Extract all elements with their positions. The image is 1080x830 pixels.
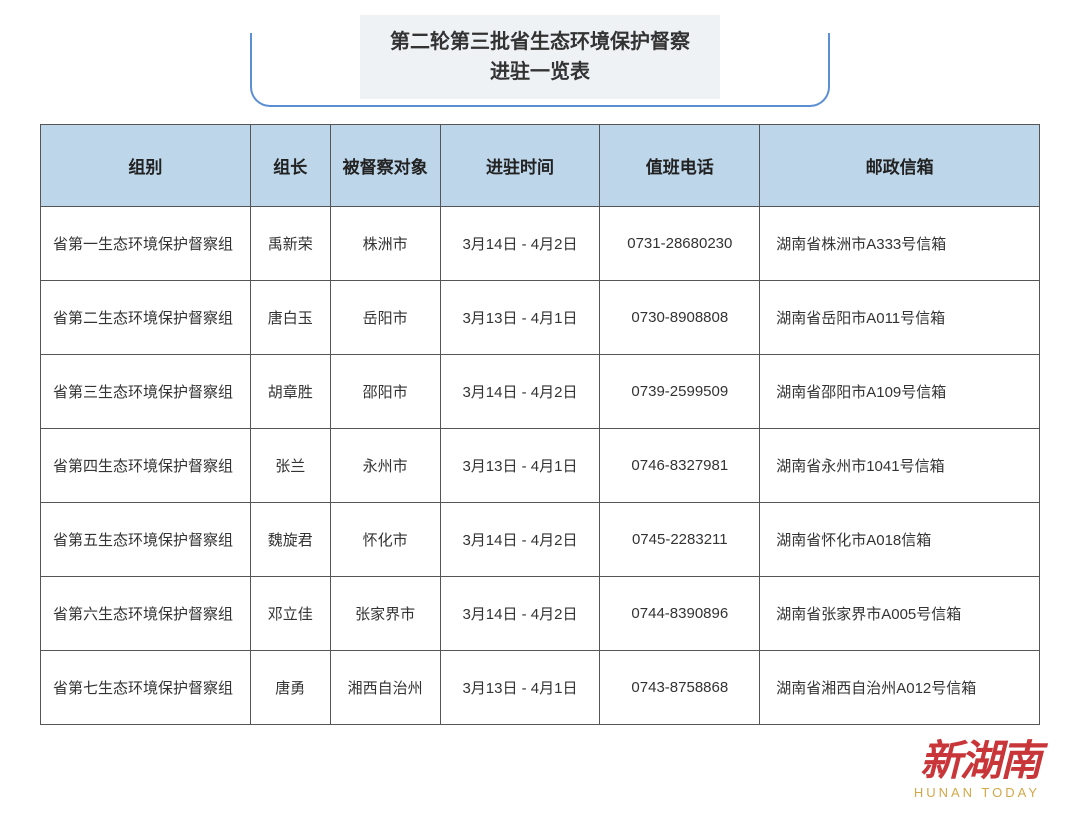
cell-phone: 0745-2283211 bbox=[600, 503, 760, 577]
cell-group: 省第五生态环境保护督察组 bbox=[41, 503, 251, 577]
table-row: 省第三生态环境保护督察组 胡章胜 邵阳市 3月14日 - 4月2日 0739-2… bbox=[41, 355, 1040, 429]
cell-phone: 0730-8908808 bbox=[600, 281, 760, 355]
col-header-group: 组别 bbox=[41, 125, 251, 207]
col-header-mailbox: 邮政信箱 bbox=[760, 125, 1040, 207]
cell-time: 3月13日 - 4月1日 bbox=[440, 651, 600, 725]
cell-phone: 0731-28680230 bbox=[600, 207, 760, 281]
cell-time: 3月14日 - 4月2日 bbox=[440, 355, 600, 429]
cell-mailbox: 湖南省永州市1041号信箱 bbox=[760, 429, 1040, 503]
cell-mailbox: 湖南省株洲市A333号信箱 bbox=[760, 207, 1040, 281]
cell-leader: 禹新荣 bbox=[250, 207, 330, 281]
cell-target: 株洲市 bbox=[330, 207, 440, 281]
col-header-phone: 值班电话 bbox=[600, 125, 760, 207]
cell-time: 3月14日 - 4月2日 bbox=[440, 577, 600, 651]
cell-phone: 0746-8327981 bbox=[600, 429, 760, 503]
cell-leader: 邓立佳 bbox=[250, 577, 330, 651]
table-body: 省第一生态环境保护督察组 禹新荣 株洲市 3月14日 - 4月2日 0731-2… bbox=[41, 207, 1040, 725]
cell-mailbox: 湖南省张家界市A005号信箱 bbox=[760, 577, 1040, 651]
cell-time: 3月13日 - 4月1日 bbox=[440, 429, 600, 503]
cell-phone: 0744-8390896 bbox=[600, 577, 760, 651]
title-line-2: 进驻一览表 bbox=[390, 57, 690, 87]
col-header-target: 被督察对象 bbox=[330, 125, 440, 207]
title-line-1: 第二轮第三批省生态环境保护督察 bbox=[390, 27, 690, 57]
cell-group: 省第四生态环境保护督察组 bbox=[41, 429, 251, 503]
cell-mailbox: 湖南省怀化市A018信箱 bbox=[760, 503, 1040, 577]
title-box: 第二轮第三批省生态环境保护督察 进驻一览表 bbox=[360, 15, 720, 99]
table-row: 省第六生态环境保护督察组 邓立佳 张家界市 3月14日 - 4月2日 0744-… bbox=[41, 577, 1040, 651]
cell-group: 省第三生态环境保护督察组 bbox=[41, 355, 251, 429]
cell-leader: 张兰 bbox=[250, 429, 330, 503]
cell-time: 3月13日 - 4月1日 bbox=[440, 281, 600, 355]
cell-phone: 0743-8758868 bbox=[600, 651, 760, 725]
cell-target: 岳阳市 bbox=[330, 281, 440, 355]
cell-phone: 0739-2599509 bbox=[600, 355, 760, 429]
cell-leader: 唐勇 bbox=[250, 651, 330, 725]
cell-time: 3月14日 - 4月2日 bbox=[440, 503, 600, 577]
col-header-leader: 组长 bbox=[250, 125, 330, 207]
cell-group: 省第六生态环境保护督察组 bbox=[41, 577, 251, 651]
cell-leader: 魏旋君 bbox=[250, 503, 330, 577]
table-header: 组别 组长 被督察对象 进驻时间 值班电话 邮政信箱 bbox=[41, 125, 1040, 207]
title-container: 第二轮第三批省生态环境保护督察 进驻一览表 bbox=[280, 15, 800, 99]
cell-mailbox: 湖南省湘西自治州A012号信箱 bbox=[760, 651, 1040, 725]
cell-group: 省第二生态环境保护督察组 bbox=[41, 281, 251, 355]
table-row: 省第一生态环境保护督察组 禹新荣 株洲市 3月14日 - 4月2日 0731-2… bbox=[41, 207, 1040, 281]
cell-target: 怀化市 bbox=[330, 503, 440, 577]
cell-target: 张家界市 bbox=[330, 577, 440, 651]
cell-leader: 胡章胜 bbox=[250, 355, 330, 429]
cell-mailbox: 湖南省岳阳市A011号信箱 bbox=[760, 281, 1040, 355]
col-header-time: 进驻时间 bbox=[440, 125, 600, 207]
table-row: 省第四生态环境保护督察组 张兰 永州市 3月13日 - 4月1日 0746-83… bbox=[41, 429, 1040, 503]
watermark-main-text: 新湖南 bbox=[914, 741, 1040, 783]
table-row: 省第七生态环境保护督察组 唐勇 湘西自治州 3月13日 - 4月1日 0743-… bbox=[41, 651, 1040, 725]
watermark: 新湖南 HUNAN TODAY bbox=[914, 741, 1040, 800]
cell-target: 湘西自治州 bbox=[330, 651, 440, 725]
cell-mailbox: 湖南省邵阳市A109号信箱 bbox=[760, 355, 1040, 429]
cell-target: 邵阳市 bbox=[330, 355, 440, 429]
cell-leader: 唐白玉 bbox=[250, 281, 330, 355]
watermark-sub-text: HUNAN TODAY bbox=[914, 785, 1040, 800]
cell-time: 3月14日 - 4月2日 bbox=[440, 207, 600, 281]
cell-group: 省第一生态环境保护督察组 bbox=[41, 207, 251, 281]
table-row: 省第二生态环境保护督察组 唐白玉 岳阳市 3月13日 - 4月1日 0730-8… bbox=[41, 281, 1040, 355]
inspection-table: 组别 组长 被督察对象 进驻时间 值班电话 邮政信箱 省第一生态环境保护督察组 … bbox=[40, 124, 1040, 725]
cell-target: 永州市 bbox=[330, 429, 440, 503]
cell-group: 省第七生态环境保护督察组 bbox=[41, 651, 251, 725]
table-row: 省第五生态环境保护督察组 魏旋君 怀化市 3月14日 - 4月2日 0745-2… bbox=[41, 503, 1040, 577]
